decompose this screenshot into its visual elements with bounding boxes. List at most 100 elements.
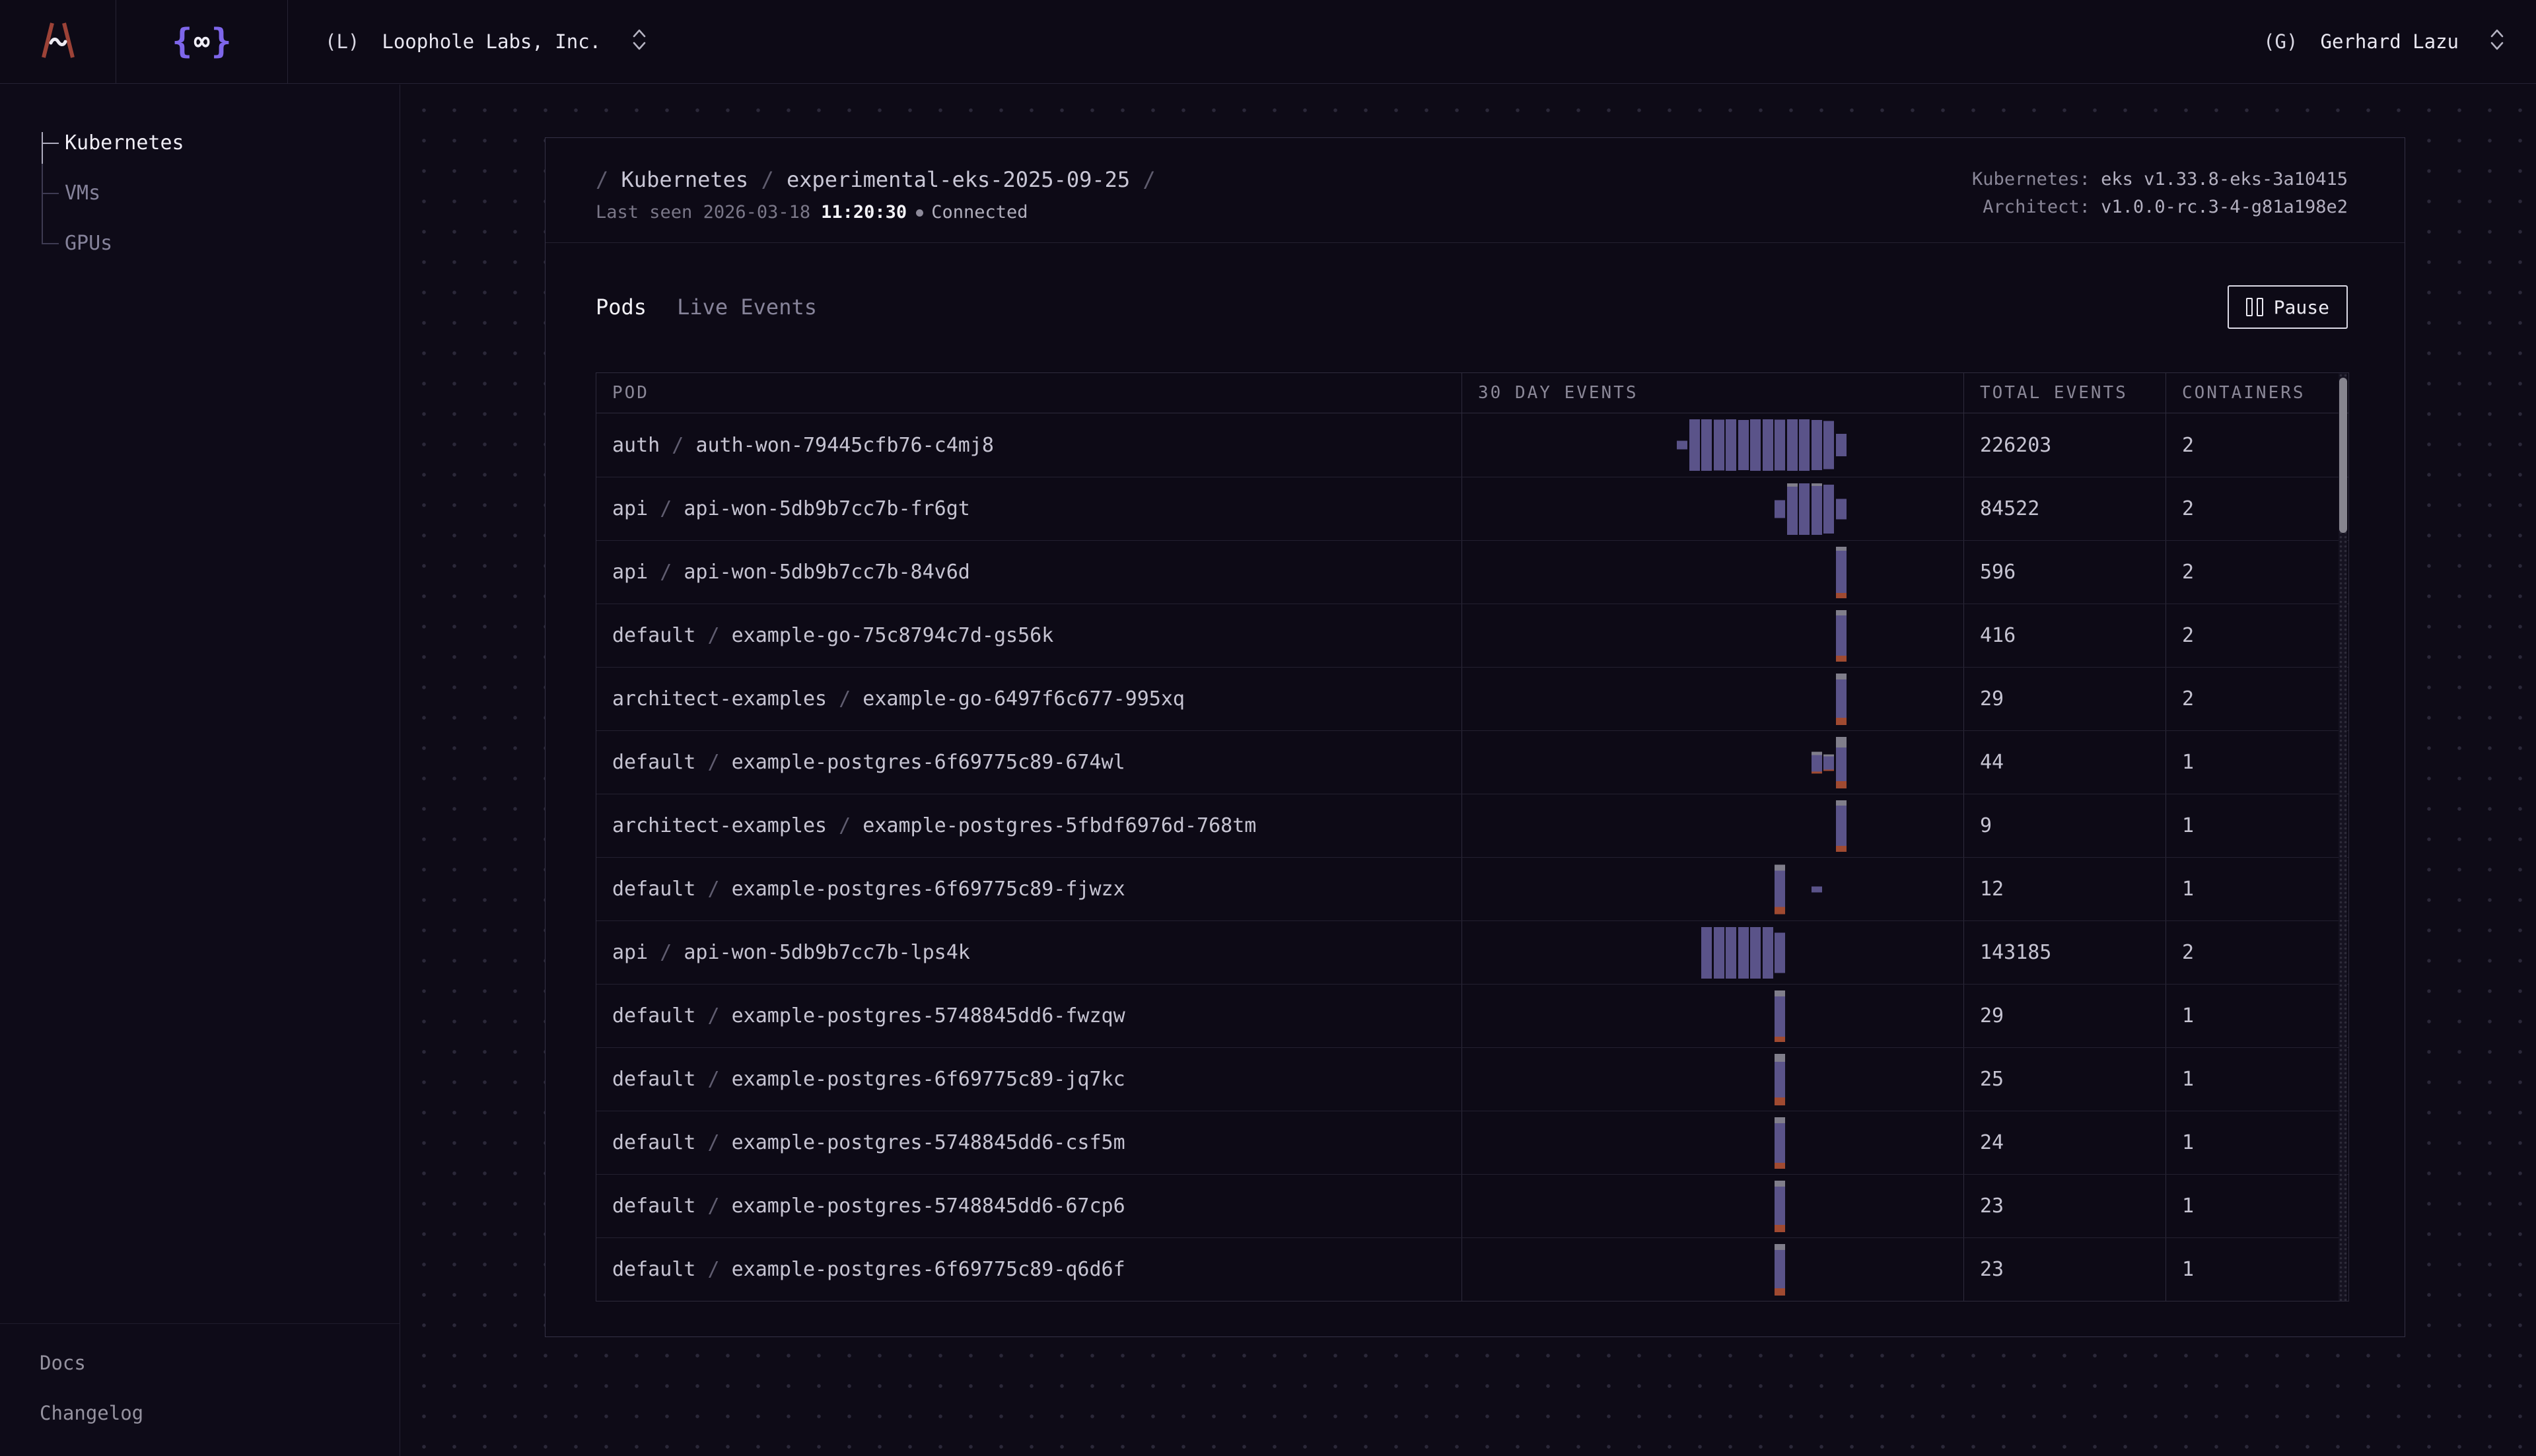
table-row[interactable]: default / example-postgres-5748845dd6-fw…	[596, 984, 2348, 1047]
table-row[interactable]: default / example-postgres-6f69775c89-fj…	[596, 857, 2348, 920]
containers-cell: 2	[2166, 668, 2350, 730]
containers-cell: 2	[2166, 604, 2350, 667]
user-switcher[interactable]: (G) Gerhard Lazu	[2226, 0, 2536, 83]
spark-bar	[1835, 546, 1847, 598]
events-sparkline-cell	[1462, 604, 1963, 667]
spark-bar	[1786, 483, 1798, 535]
events-sparkline	[1481, 609, 1847, 662]
spark-bar	[1775, 1180, 1785, 1232]
spark-bar	[1726, 926, 1736, 979]
spark-bar	[1775, 932, 1785, 973]
spark-bar	[1775, 864, 1785, 914]
version-info: Kubernetes: eks v1.33.8-eks-3a10415 Arch…	[1972, 166, 2348, 224]
events-sparkline-cell	[1462, 477, 1963, 540]
table-row[interactable]: api / api-won-5db9b7cc7b-lps4k 143185 2	[596, 920, 2348, 984]
docs-link[interactable]: Docs	[0, 1340, 400, 1386]
total-events-cell: 29	[1963, 985, 2166, 1047]
table-row[interactable]: default / example-postgres-6f69775c89-q6…	[596, 1237, 2348, 1301]
table-row[interactable]: architect-examples / example-postgres-5f…	[596, 794, 2348, 857]
column-header-30-day-events: 30 DAY EVENTS	[1462, 373, 1963, 413]
infinity-logo-brace-right: }	[211, 22, 232, 61]
spark-bar	[1677, 440, 1687, 450]
pod-cell: api / api-won-5db9b7cc7b-fr6gt	[612, 497, 970, 520]
containers-cell: 1	[2166, 794, 2350, 857]
infinity-logo-brace-left: {	[172, 22, 193, 61]
total-events-cell: 12	[1963, 858, 2166, 920]
containers-cell: 1	[2166, 858, 2350, 920]
cluster-card-header: / Kubernetes / experimental-eks-2025-09-…	[546, 138, 2405, 224]
infinity-logo[interactable]: { ∞ }	[116, 0, 288, 83]
table-row[interactable]: api / api-won-5db9b7cc7b-84v6d 596 2	[596, 540, 2348, 604]
spark-bar	[1762, 419, 1773, 471]
events-sparkline-cell	[1462, 413, 1963, 477]
events-sparkline-cell	[1462, 794, 1963, 857]
spark-bar	[1823, 484, 1834, 534]
spark-bar	[1835, 434, 1847, 456]
sidebar-item-vms[interactable]: VMs	[0, 168, 400, 218]
containers-cell: 1	[2166, 985, 2350, 1047]
spark-bar	[1713, 926, 1724, 979]
containers-cell: 1	[2166, 1238, 2350, 1301]
user-name: Gerhard Lazu	[2320, 30, 2459, 53]
spark-bar	[1811, 886, 1822, 892]
pod-cell: default / example-postgres-5748845dd6-cs…	[612, 1131, 1125, 1154]
breadcrumb[interactable]: / Kubernetes / experimental-eks-2025-09-…	[596, 167, 1156, 192]
pause-button[interactable]: Pause	[2227, 285, 2348, 329]
org-switcher[interactable]: (L) Loophole Labs, Inc.	[288, 0, 686, 83]
table-row[interactable]: default / example-postgres-5748845dd6-cs…	[596, 1111, 2348, 1174]
events-sparkline-cell	[1462, 1048, 1963, 1111]
spark-bar	[1738, 420, 1749, 470]
events-sparkline	[1481, 1053, 1847, 1105]
total-events-cell: 9	[1963, 794, 2166, 857]
total-events-cell: 226203	[1963, 413, 2166, 477]
sidebar-item-kubernetes[interactable]: Kubernetes	[0, 118, 400, 168]
table-row[interactable]: default / example-postgres-6f69775c89-jq…	[596, 1047, 2348, 1111]
table-row[interactable]: default / example-postgres-5748845dd6-67…	[596, 1174, 2348, 1237]
table-row[interactable]: default / example-go-75c8794c7d-gs56k 41…	[596, 604, 2348, 667]
table-row[interactable]: auth / auth-won-79445cfb76-c4mj8 226203 …	[596, 413, 2348, 477]
spark-bar	[1775, 1117, 1785, 1169]
total-events-cell: 143185	[1963, 921, 2166, 984]
spark-bar	[1799, 419, 1810, 471]
spark-bar	[1811, 483, 1822, 535]
events-sparkline-cell	[1462, 1111, 1963, 1174]
sidebar-item-label: VMs	[65, 181, 101, 205]
topbar: { ∞ } (L) Loophole Labs, Inc. (G) Gerhar…	[0, 0, 2536, 84]
containers-cell: 2	[2166, 921, 2350, 984]
topbar-spacer	[686, 0, 2226, 83]
sidebar-footer: Docs Changelog	[0, 1323, 400, 1440]
kubernetes-version-value: eks v1.33.8-eks-3a10415	[2101, 169, 2348, 190]
last-seen-label: Last seen	[596, 202, 693, 223]
column-header-containers: CONTAINERS	[2166, 373, 2350, 413]
tree-line-active	[42, 132, 43, 164]
tab-live-events[interactable]: Live Events	[677, 295, 817, 320]
total-events-cell: 25	[1963, 1048, 2166, 1111]
events-sparkline-cell	[1462, 921, 1963, 984]
pod-cell: default / example-postgres-6f69775c89-jq…	[612, 1068, 1125, 1091]
tab-pods[interactable]: Pods	[596, 295, 647, 320]
org-avatar: (L)	[325, 30, 360, 53]
header-divider	[546, 242, 2405, 243]
architect-version-label: Architect:	[1983, 197, 2090, 217]
pod-cell: default / example-postgres-6f69775c89-q6…	[612, 1258, 1125, 1281]
tabs: Pods Live Events	[596, 295, 817, 320]
table-row[interactable]: default / example-postgres-6f69775c89-67…	[596, 730, 2348, 794]
spark-bar	[1701, 926, 1712, 979]
events-sparkline	[1481, 673, 1847, 725]
table-row[interactable]: architect-examples / example-go-6497f6c6…	[596, 667, 2348, 730]
changelog-link[interactable]: Changelog	[0, 1390, 400, 1436]
sidebar-item-gpus[interactable]: GPUs	[0, 218, 400, 268]
table-row[interactable]: api / api-won-5db9b7cc7b-fr6gt 84522 2	[596, 477, 2348, 540]
architect-logo[interactable]	[0, 0, 116, 83]
column-header-total-events: TOTAL EVENTS	[1963, 373, 2166, 413]
table-scrollbar-thumb[interactable]	[2339, 378, 2347, 533]
pod-cell: api / api-won-5db9b7cc7b-lps4k	[612, 941, 970, 964]
cluster-card: / Kubernetes / experimental-eks-2025-09-…	[545, 137, 2405, 1337]
pod-cell: default / example-postgres-6f69775c89-67…	[612, 751, 1125, 774]
total-events-cell: 24	[1963, 1111, 2166, 1174]
table-scrollbar[interactable]	[2339, 373, 2347, 1301]
containers-cell: 2	[2166, 413, 2350, 477]
containers-cell: 1	[2166, 1175, 2350, 1237]
total-events-cell: 596	[1963, 541, 2166, 604]
events-sparkline-cell	[1462, 985, 1963, 1047]
